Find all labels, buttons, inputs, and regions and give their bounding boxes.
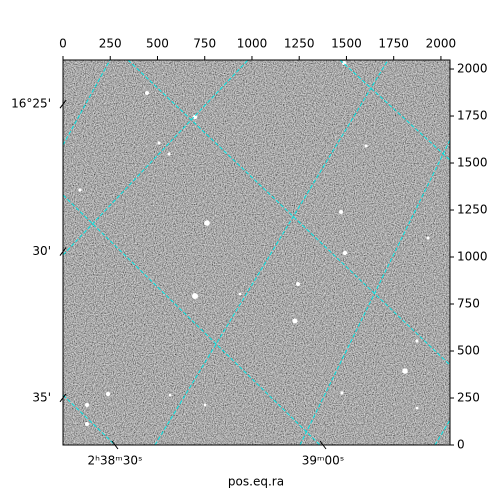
y-tick-label: 1000	[457, 250, 488, 264]
y-tick-label: 1500	[457, 156, 488, 170]
wcs-x-tick	[319, 440, 327, 450]
x-tick-label: 1250	[284, 37, 315, 51]
wcs-y-tick-label: 30'	[32, 244, 51, 258]
wcs-y-tick	[59, 99, 67, 109]
coordinate-grid	[63, 60, 450, 445]
wcs-x-tick	[111, 440, 119, 450]
stars	[78, 61, 430, 426]
plot-frame	[62, 59, 451, 446]
x-tick-label: 0	[59, 37, 67, 51]
wcs-x-tick-label: 2ʰ38ᵐ30ˢ	[87, 454, 142, 468]
wcs-y-tick	[59, 247, 67, 256]
x-axis-label: pos.eq.ra	[228, 475, 284, 489]
y-tick-label: 2000	[457, 62, 488, 76]
x-tick-label: 500	[146, 37, 169, 51]
wcs-y-tick-label: 16°25'	[11, 97, 51, 111]
y-tick-label: 250	[457, 391, 480, 405]
x-tick-label: 2000	[426, 37, 457, 51]
y-tick-label: 0	[457, 438, 465, 452]
y-tick-label: 500	[457, 344, 480, 358]
y-tick-label: 1750	[457, 109, 488, 123]
wcs-y-tick	[59, 393, 67, 403]
x-tick-label: 1750	[378, 37, 409, 51]
x-tick-label: 250	[99, 37, 122, 51]
y-tick-label: 1250	[457, 203, 488, 217]
wcs-x-tick-label: 39ᵐ00ˢ	[302, 454, 345, 468]
x-tick-label: 750	[193, 37, 216, 51]
y-tick-label: 750	[457, 297, 480, 311]
wcs-y-tick-label: 35'	[32, 390, 51, 404]
x-tick-label: 1000	[237, 37, 268, 51]
image	[63, 60, 450, 445]
x-tick-label: 1500	[331, 37, 362, 51]
